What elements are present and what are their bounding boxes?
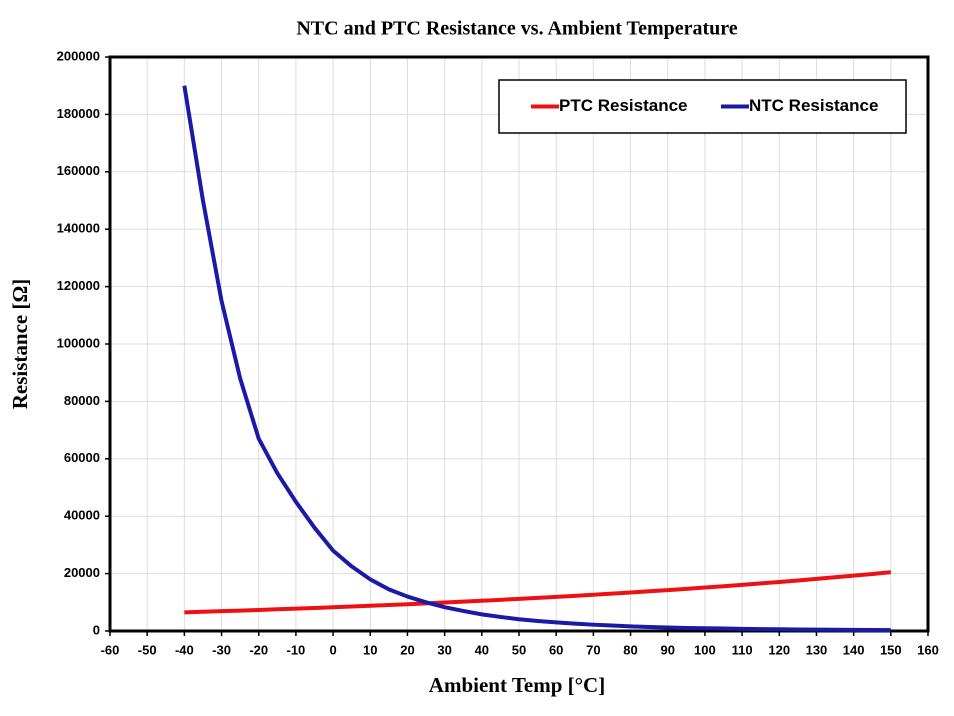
y-tick-label: 160000 bbox=[57, 163, 100, 178]
x-tick-label: -20 bbox=[249, 642, 268, 657]
y-tick-label: 60000 bbox=[64, 450, 100, 465]
x-tick-label: 70 bbox=[586, 642, 600, 657]
x-tick-label: 160 bbox=[917, 642, 939, 657]
x-tick-label: 30 bbox=[437, 642, 451, 657]
x-tick-label: -60 bbox=[101, 642, 120, 657]
x-tick-label: 20 bbox=[400, 642, 414, 657]
plot-border bbox=[108, 55, 930, 633]
y-tick-label: 120000 bbox=[57, 278, 100, 293]
x-tick-label: -50 bbox=[138, 642, 157, 657]
x-axis-label: Ambient Temp [°C] bbox=[429, 673, 605, 697]
y-axis-label: Resistance [Ω] bbox=[8, 279, 32, 410]
y-tick-label: 140000 bbox=[57, 221, 100, 236]
x-tick-label: 150 bbox=[880, 642, 902, 657]
series-line bbox=[184, 570, 892, 615]
x-tick-label: -30 bbox=[212, 642, 231, 657]
x-tick-label: 100 bbox=[694, 642, 716, 657]
y-tick-label: 40000 bbox=[64, 508, 100, 523]
x-tick-label: 90 bbox=[660, 642, 674, 657]
x-tick-label: 50 bbox=[512, 642, 526, 657]
x-tick-label: 130 bbox=[806, 642, 828, 657]
x-tick-label: 40 bbox=[475, 642, 489, 657]
x-tick-label: 60 bbox=[549, 642, 563, 657]
y-tick-label: 200000 bbox=[57, 48, 100, 63]
x-tick-label: 140 bbox=[843, 642, 865, 657]
legend-box bbox=[498, 79, 907, 134]
x-tick-label: 10 bbox=[363, 642, 377, 657]
x-tick-label: 0 bbox=[329, 642, 336, 657]
x-tick-label: 120 bbox=[768, 642, 790, 657]
y-tick-label: 80000 bbox=[64, 393, 100, 408]
y-tick-label: 0 bbox=[93, 622, 100, 637]
chart-title: NTC and PTC Resistance vs. Ambient Tempe… bbox=[296, 18, 737, 40]
legend-label: PTC Resistance bbox=[559, 96, 688, 115]
series-line bbox=[182, 85, 891, 633]
y-tick-label: 180000 bbox=[57, 106, 100, 121]
x-tick-label: 80 bbox=[623, 642, 637, 657]
y-tick-label: 100000 bbox=[57, 335, 100, 350]
x-tick-label: -40 bbox=[175, 642, 194, 657]
legend-label: NTC Resistance bbox=[749, 96, 878, 115]
x-tick-label: 110 bbox=[732, 642, 753, 657]
y-tick-label: 20000 bbox=[64, 565, 100, 580]
x-tick-label: -10 bbox=[287, 642, 306, 657]
